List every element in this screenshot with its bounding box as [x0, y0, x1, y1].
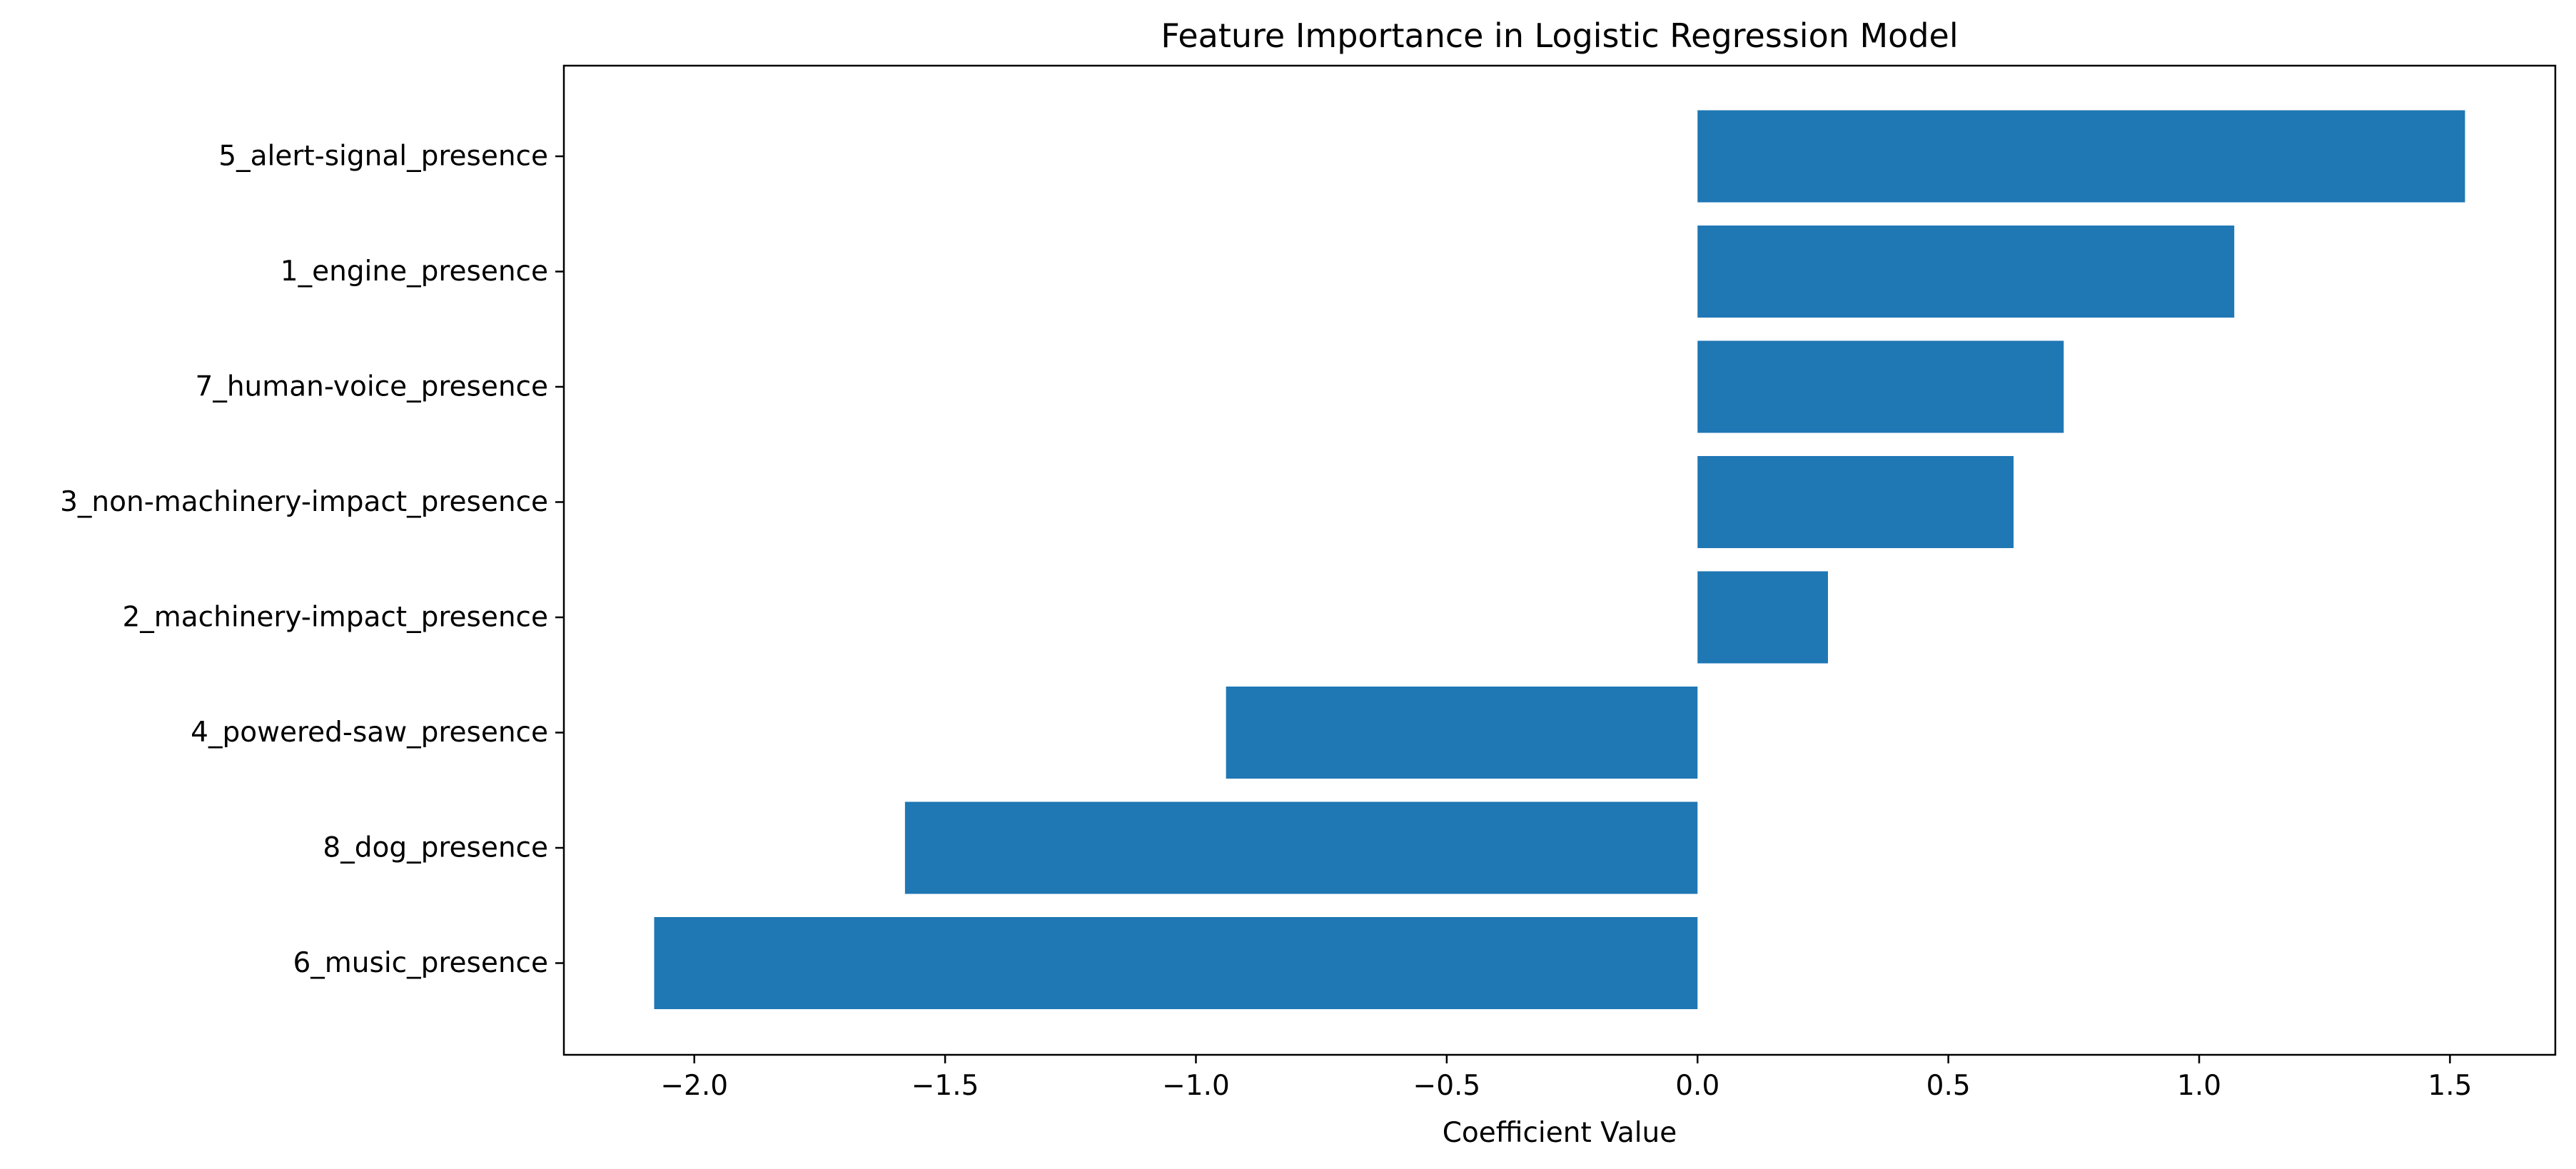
y-tick-label: 4_powered-saw_presence [191, 717, 548, 749]
bar-7_human-voice_presence [1697, 340, 2064, 433]
bar-2_machinery-impact_presence [1697, 571, 1828, 664]
y-axis-ticks: 5_alert-signal_presence 1_engine_presence… [60, 141, 564, 979]
bar-3_non-machinery-impact_presence [1697, 456, 2014, 548]
bars-group [654, 110, 2465, 1009]
chart-title: Feature Importance in Logistic Regressio… [1161, 16, 1958, 55]
y-tick-label: 6_music_presence [293, 947, 548, 979]
x-tick-label: −2.0 [660, 1070, 728, 1102]
bar-6_music_presence [654, 917, 1698, 1009]
y-tick-label: 2_machinery-impact_presence [122, 602, 548, 634]
y-tick-label: 5_alert-signal_presence [218, 141, 548, 173]
bar-4_powered-saw_presence [1226, 687, 1698, 779]
y-tick-label: 8_dog_presence [323, 832, 548, 864]
y-tick-label: 1_engine_presence [281, 255, 548, 288]
x-tick-label: −0.5 [1413, 1070, 1481, 1102]
bar-5_alert-signal_presence [1697, 110, 2465, 203]
bar-1_engine_presence [1697, 226, 2235, 318]
x-axis-ticks: −2.0 −1.5 −1.0 −0.5 0.0 0.5 1.0 1.5 [660, 1055, 2472, 1102]
x-tick-label: 1.0 [2177, 1070, 2221, 1102]
y-tick-label: 7_human-voice_presence [196, 371, 549, 403]
plot-frame [562, 64, 2557, 1056]
y-tick-label: 3_non-machinery-impact_presence [60, 486, 548, 518]
x-tick-label: 0.5 [1926, 1070, 1971, 1102]
x-axis-label: Coefficient Value [1443, 1117, 1677, 1149]
x-tick-label: 0.0 [1675, 1070, 1719, 1102]
x-tick-label: −1.0 [1162, 1070, 1230, 1102]
x-tick-label: 1.5 [2428, 1070, 2472, 1102]
bar-8_dog_presence [904, 801, 1698, 894]
x-tick-label: −1.5 [911, 1070, 979, 1102]
